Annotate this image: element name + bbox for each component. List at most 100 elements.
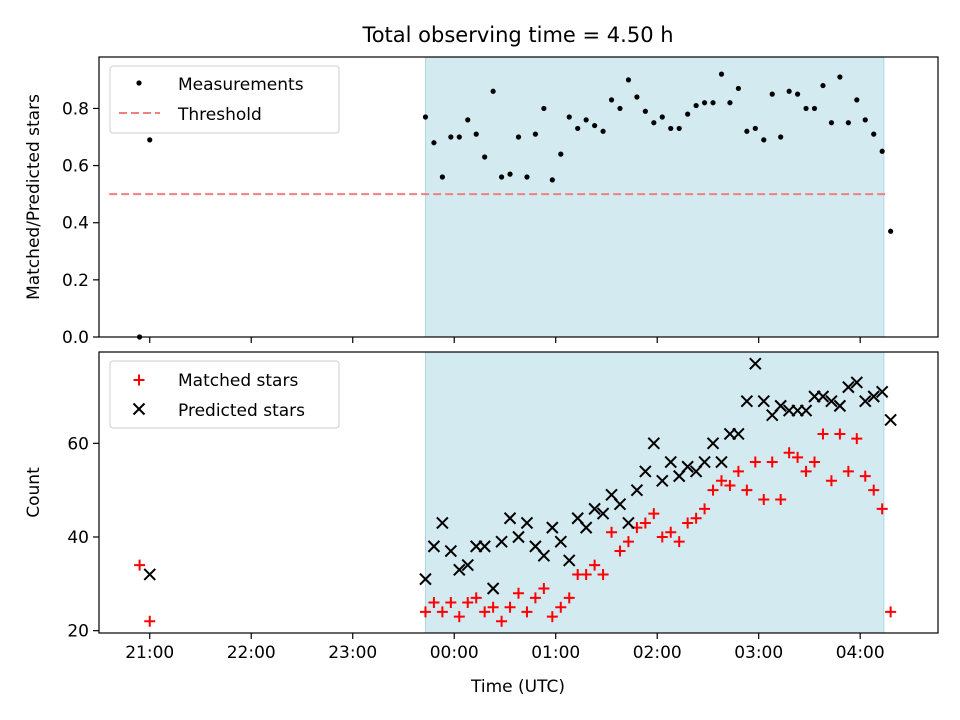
measurement-point: [465, 117, 471, 123]
observing-window-shade: [424, 351, 885, 634]
matched-star-point: [648, 508, 660, 520]
matched-star-point: [546, 611, 558, 623]
x-tick-label: 22:00: [227, 643, 276, 663]
predicted-star-point: [884, 413, 897, 427]
ratio-axes: 0.0 0.2 0.4 0.6 0.8: [62, 99, 861, 348]
predicted-star-point: [512, 530, 525, 544]
ratio-y-axis-label: Matched/Predicted stars: [24, 94, 44, 300]
matched-star-point: [462, 597, 474, 609]
predicted-star-point: [537, 549, 551, 562]
ratio-panel: 0.00.20.40.60.8 Matched/Predicted stars …: [24, 56, 939, 348]
measurement-point: [752, 125, 758, 132]
x-tick-label: 23:00: [328, 643, 377, 663]
measurements-legend-label: Measurements: [178, 75, 304, 95]
matched-star-point: [834, 428, 846, 440]
measurement-point: [744, 128, 750, 134]
matched-star-point: [732, 465, 744, 477]
measurement-point: [718, 71, 725, 77]
matched-star-point: [758, 494, 770, 506]
matched-star-point: [487, 601, 499, 613]
measurement-point: [507, 171, 513, 177]
matched-star-point: [144, 615, 156, 627]
matched-star-point: [589, 559, 601, 571]
matched-star-point: [825, 475, 837, 487]
measurement-point: [862, 117, 868, 123]
matched-star-point: [597, 568, 609, 580]
predicted-star-point: [596, 507, 610, 520]
measurement-point: [541, 105, 547, 112]
matched-star-point: [606, 526, 618, 538]
measurement-point: [583, 117, 589, 123]
measurement-point: [786, 88, 792, 94]
predicted-star-point: [563, 554, 576, 567]
measurement-point: [634, 94, 640, 100]
predicted-star-point: [486, 582, 500, 595]
predicted-star-point: [825, 394, 838, 408]
observing-window-shade: [424, 56, 885, 338]
measurement-point: [837, 74, 843, 80]
matched-stars-legend-marker: [133, 374, 145, 386]
measurement-point: [592, 122, 598, 129]
figure-title: Total observing time = 4.50 h: [361, 23, 673, 47]
measurement-point: [676, 125, 682, 132]
matched-star-point: [749, 456, 761, 468]
measurement-point: [625, 77, 632, 83]
predicted-star-point: [875, 385, 889, 399]
measurement-point: [617, 105, 623, 112]
count-legend-box: [109, 360, 340, 429]
measurement-point: [735, 85, 741, 92]
measurement-point: [803, 105, 809, 112]
matched-star-point: [707, 484, 719, 496]
matched-star-point: [445, 597, 457, 609]
matched-star-point: [783, 447, 795, 459]
measurement-point: [456, 134, 462, 140]
threshold-legend-label: Threshold: [177, 105, 262, 125]
x-tick-label: 00:00: [430, 643, 479, 663]
matched-star-point: [580, 568, 592, 580]
measurement-point: [431, 140, 437, 146]
predicted-star-point: [749, 357, 762, 370]
matched-star-point: [741, 484, 753, 496]
measurement-point: [668, 125, 674, 132]
measurement-point: [498, 174, 505, 180]
x-tick-label: 03:00: [734, 643, 783, 663]
matched-star-point: [817, 428, 829, 440]
measurement-point: [515, 134, 522, 140]
matched-star-point: [639, 517, 651, 529]
predicted-star-point: [859, 394, 872, 408]
matched-star-point: [656, 531, 668, 543]
predicted-star-point: [715, 455, 728, 469]
measurement-point: [147, 137, 153, 143]
predicted-stars-legend-marker: [132, 402, 146, 416]
matched-star-point: [563, 592, 575, 604]
measurement-point: [549, 177, 555, 183]
count-axes: 20 40 60 21:00 22:00 23:00 00:00 01:00 02:00 03:0…: [67, 434, 884, 663]
y-tick-label: 40: [67, 528, 89, 548]
measurement-point: [642, 108, 648, 114]
measurement-point: [524, 174, 530, 180]
y-tick-label: 60: [67, 434, 89, 454]
measurement-point: [608, 97, 615, 103]
matched-star-point: [538, 583, 550, 595]
y-tick-label: 0.6: [62, 157, 89, 177]
matched-star-point: [614, 545, 626, 557]
matched-star-point: [428, 597, 440, 609]
y-tick-label: 0.4: [62, 214, 89, 234]
measurement-point: [473, 131, 479, 137]
time-x-axis-label: Time (UTC): [470, 677, 565, 697]
matched-star-point: [809, 456, 821, 468]
matched-star-point: [479, 606, 491, 618]
predicted-star-point: [833, 399, 847, 413]
predicted-star-point: [503, 512, 517, 525]
predicted-star-point: [698, 455, 711, 469]
matched-star-point: [555, 601, 567, 613]
matched-star-point: [665, 526, 677, 538]
measurement-point: [422, 114, 429, 120]
matched-star-point: [800, 465, 812, 477]
measurement-point: [871, 131, 877, 137]
measurement-point: [685, 111, 691, 117]
measurement-point: [558, 151, 564, 157]
predicted-star-point: [613, 498, 627, 511]
matched-star-point: [766, 456, 778, 468]
measurement-point: [575, 125, 581, 132]
